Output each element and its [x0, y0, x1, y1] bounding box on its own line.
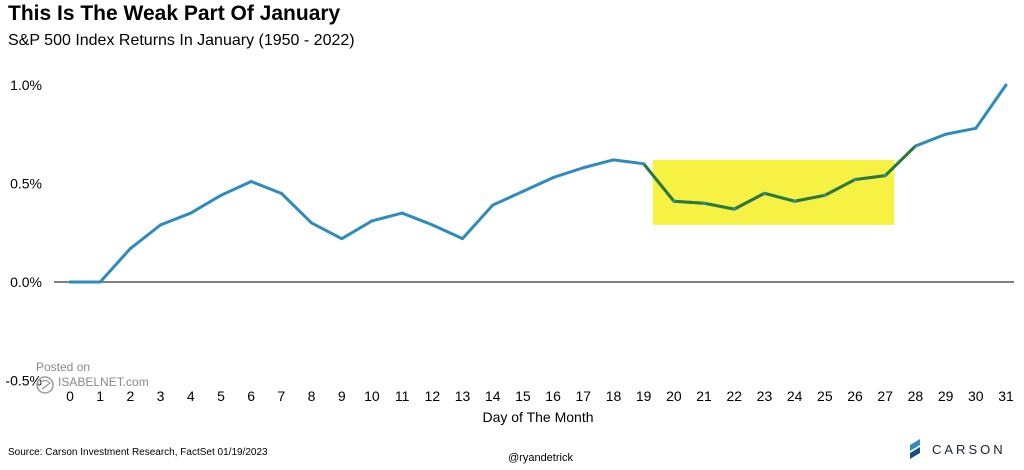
x-tick-label: 20	[666, 388, 682, 404]
data-point-day-6	[249, 180, 253, 184]
x-tick-label: 23	[757, 388, 773, 404]
data-point-day-14	[491, 203, 495, 207]
x-tick-label: 26	[847, 388, 863, 404]
x-tick-label: 17	[576, 388, 592, 404]
x-tick-label: 11	[395, 388, 410, 404]
data-point-day-15	[521, 189, 525, 193]
highlighted-series-segment	[642, 144, 917, 211]
data-point-day-1	[98, 280, 102, 284]
x-tick-label: 27	[877, 388, 893, 404]
data-point-day-23	[762, 191, 766, 195]
data-point-day-3	[159, 223, 163, 227]
x-tick-label: 21	[696, 388, 712, 404]
data-point-day-19	[642, 162, 646, 166]
y-tick-label: 0.5%	[10, 176, 42, 192]
data-point-day-0	[68, 280, 72, 284]
x-tick-label: 10	[364, 388, 380, 404]
x-tick-label: 9	[338, 388, 346, 404]
data-point-day-21	[702, 201, 706, 205]
x-tick-label: 30	[968, 388, 984, 404]
author-handle: @ryandetrick	[508, 452, 573, 464]
x-tick-label: 16	[545, 388, 561, 404]
data-point-day-11	[400, 211, 404, 215]
watermark: Posted on ISABELNET.com	[36, 360, 149, 394]
data-point-day-24	[793, 199, 797, 203]
data-point-day-13	[461, 237, 465, 241]
x-tick-label: 19	[636, 388, 652, 404]
carson-logo-icon	[910, 439, 920, 459]
data-point-day-16	[551, 176, 555, 180]
data-point-day-28	[913, 144, 917, 148]
x-tick-label: 0	[66, 388, 74, 404]
data-point-day-27	[883, 174, 887, 178]
x-tick-label: 15	[515, 388, 531, 404]
data-point-day-22	[732, 207, 736, 211]
chart-subtitle: S&P 500 Index Returns In January (1950 -…	[8, 32, 355, 49]
watermark-site: ISABELNET.com	[58, 375, 149, 389]
x-tick-label: 12	[425, 388, 441, 404]
data-point-day-2	[128, 247, 132, 251]
x-tick-label: 18	[606, 388, 622, 404]
source-note: Source: Carson Investment Research, Fact…	[8, 447, 268, 458]
data-point-day-29	[944, 132, 948, 136]
data-point-day-20	[672, 199, 676, 203]
x-tick-label: 3	[157, 388, 165, 404]
x-tick-label: 28	[908, 388, 924, 404]
data-point-day-7	[279, 191, 283, 195]
y-tick-label: -0.5%	[5, 373, 42, 389]
x-tick-label: 8	[308, 388, 316, 404]
x-tick-label: 1	[96, 388, 104, 404]
x-axis-label: Day of The Month	[482, 409, 593, 425]
data-point-day-4	[189, 211, 193, 215]
y-tick-label: 1.0%	[10, 77, 42, 93]
watermark-line1: Posted on	[36, 360, 91, 374]
x-tick-label: 24	[787, 388, 803, 404]
x-tick-label: 25	[817, 388, 833, 404]
highlight-box	[652, 159, 895, 225]
data-point-day-18	[611, 158, 615, 162]
x-tick-label: 29	[938, 388, 954, 404]
data-point-day-5	[219, 193, 223, 197]
data-point-day-30	[974, 126, 978, 130]
data-point-day-25	[823, 193, 827, 197]
x-tick-label: 7	[277, 388, 285, 404]
chart-title: This Is The Weak Part Of January	[8, 2, 341, 25]
carson-logo: CARSON	[908, 437, 1006, 461]
y-tick-label: 0.0%	[10, 274, 42, 290]
data-point-day-12	[430, 223, 434, 227]
x-tick-label: 4	[187, 388, 195, 404]
x-tick-label: 31	[998, 388, 1014, 404]
data-point-day-9	[340, 237, 344, 241]
x-tick-label: 2	[126, 388, 134, 404]
carson-logo-text: CARSON	[932, 441, 1006, 457]
globe-icon	[36, 376, 54, 394]
x-tick-label: 6	[247, 388, 255, 404]
x-tick-label: 14	[485, 388, 501, 404]
data-point-day-10	[370, 219, 374, 223]
data-point-day-31	[1004, 83, 1008, 87]
data-point-day-17	[581, 166, 585, 170]
x-tick-label: 5	[217, 388, 225, 404]
x-tick-label: 13	[455, 388, 471, 404]
x-tick-label: 22	[726, 388, 742, 404]
data-point-day-26	[853, 178, 857, 182]
data-point-day-8	[310, 221, 314, 225]
